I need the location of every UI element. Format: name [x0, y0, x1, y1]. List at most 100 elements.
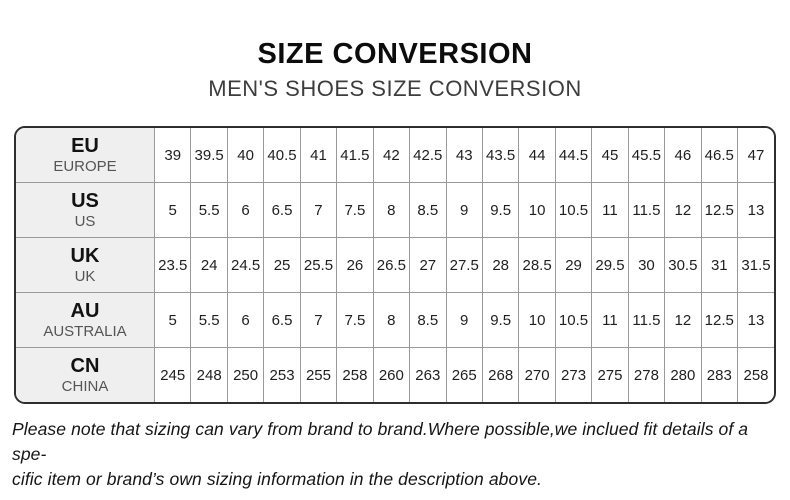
region-name: US — [74, 212, 96, 230]
size-value-cell: 278 — [627, 347, 666, 402]
table-row: US US 5 5.5 6 6.5 7 7.5 8 8.5 9 9.5 10 10.5 11 11.5 12 12… — [16, 182, 774, 238]
size-value-cell: 30.5 — [664, 237, 702, 293]
size-value-cell: 10.5 — [554, 182, 593, 238]
size-value-cell: 265 — [445, 347, 483, 402]
size-value-cell: 7.5 — [336, 292, 374, 348]
size-value-cell: 7 — [299, 292, 338, 348]
size-value-cell: 6 — [226, 182, 265, 238]
size-value-cell: 11.5 — [627, 182, 666, 238]
size-value-cell: 28.5 — [518, 237, 556, 293]
size-value-cell: 46 — [664, 128, 702, 183]
table-row: EU EUROPE 39 39.5 40 40.5 41 41.5 42 42.5 43 43.5 44… — [16, 128, 774, 183]
table-row: CN CHINA 245 248 250 253 255 258 260 263 265 268 270… — [16, 347, 774, 402]
size-value-cell: 7.5 — [336, 182, 374, 238]
size-value-cell: 9 — [445, 292, 483, 348]
size-value-cell: 258 — [336, 347, 374, 402]
size-value-cell: 248 — [190, 347, 228, 402]
size-value-cell: 42 — [372, 128, 411, 183]
size-value-cell: 39 — [153, 128, 192, 183]
size-value-cell: 10.5 — [554, 292, 593, 348]
region-name: CHINA — [61, 377, 109, 395]
region-name: EUROPE — [53, 157, 117, 175]
size-value-cell: 6 — [226, 292, 265, 348]
size-value-cell: 39.5 — [190, 128, 228, 183]
size-value-cell: 12 — [664, 182, 702, 238]
size-value-cell: 12 — [664, 292, 702, 348]
size-value-cell: 11.5 — [627, 292, 666, 348]
size-value-cell: 45 — [591, 128, 629, 183]
size-value-cell: 275 — [591, 347, 629, 402]
size-value-cell: 26.5 — [372, 237, 411, 293]
table-row: AU AUSTRALIA 5 5.5 6 6.5 7 7.5 8 8.5 9 9.5 10 10.5 11 1… — [16, 292, 774, 348]
table-row: UK UK 23.5 24 24.5 25 25.5 26 26.5 27 27.5 28 28.5 29… — [16, 237, 774, 293]
size-value-cell: 9.5 — [481, 292, 520, 348]
size-value-cell: 8 — [372, 182, 411, 238]
size-value-cell: 23.5 — [153, 237, 192, 293]
size-value-cell: 40.5 — [263, 128, 301, 183]
size-value-cell: 280 — [664, 347, 702, 402]
size-value-cell: 13 — [737, 292, 774, 348]
size-value-cell: 46.5 — [700, 128, 739, 183]
size-value-cell: 12.5 — [700, 182, 739, 238]
size-value-cell: 9.5 — [481, 182, 520, 238]
region-code: CN — [70, 354, 100, 377]
size-value-cell: 6.5 — [263, 182, 301, 238]
size-value-cell: 29.5 — [591, 237, 629, 293]
size-value-cell: 260 — [372, 347, 411, 402]
size-value-cell: 26 — [336, 237, 374, 293]
region-code: EU — [71, 134, 99, 157]
size-value-cell: 40 — [226, 128, 265, 183]
size-value-cell: 5 — [153, 182, 192, 238]
row-header-cell: EU EUROPE — [16, 128, 155, 183]
size-value-cell: 6.5 — [263, 292, 301, 348]
footer-note-line1: Please note that sizing can vary from br… — [12, 419, 749, 464]
footer-note: Please note that sizing can vary from br… — [12, 417, 776, 492]
row-header-cell: CN CHINA — [16, 347, 155, 402]
size-value-cell: 24 — [190, 237, 228, 293]
size-value-cell: 41.5 — [336, 128, 374, 183]
size-value-cell: 255 — [299, 347, 338, 402]
size-value-cell: 268 — [481, 347, 520, 402]
size-value-cell: 5 — [153, 292, 192, 348]
size-value-cell: 11 — [591, 182, 629, 238]
size-value-cell: 273 — [554, 347, 593, 402]
size-value-cell: 42.5 — [409, 128, 447, 183]
size-value-cell: 43.5 — [481, 128, 520, 183]
size-value-cell: 283 — [700, 347, 739, 402]
size-value-cell: 41 — [299, 128, 338, 183]
row-header-cell: UK UK — [16, 237, 155, 293]
size-value-cell: 13 — [737, 182, 774, 238]
size-value-cell: 258 — [737, 347, 774, 402]
size-value-cell: 30 — [627, 237, 666, 293]
size-value-cell: 43 — [445, 128, 483, 183]
size-value-cell: 8.5 — [409, 182, 447, 238]
size-value-cell: 45.5 — [627, 128, 666, 183]
size-value-cell: 12.5 — [700, 292, 739, 348]
size-value-cell: 47 — [737, 128, 774, 183]
size-value-cell: 11 — [591, 292, 629, 348]
size-value-cell: 5.5 — [190, 182, 228, 238]
size-value-cell: 5.5 — [190, 292, 228, 348]
size-value-cell: 7 — [299, 182, 338, 238]
page-title: SIZE CONVERSION — [257, 38, 533, 70]
size-value-cell: 25.5 — [299, 237, 338, 293]
size-value-cell: 8.5 — [409, 292, 447, 348]
region-code: AU — [70, 299, 100, 322]
region-code: UK — [70, 244, 100, 267]
region-name: UK — [74, 267, 96, 285]
size-conversion-table-wrapper: EU EUROPE 39 39.5 40 40.5 41 41.5 42 42.5 43 43.5 44… — [14, 126, 776, 404]
size-value-cell: 28 — [481, 237, 520, 293]
footer-note-line2: cific item or brand’s own sizing informa… — [12, 468, 542, 489]
region-name: AUSTRALIA — [43, 322, 127, 340]
size-value-cell: 253 — [263, 347, 301, 402]
size-value-cell: 8 — [372, 292, 411, 348]
size-value-cell: 263 — [409, 347, 447, 402]
size-value-cell: 245 — [153, 347, 192, 402]
size-value-cell: 25 — [263, 237, 301, 293]
size-conversion-table: EU EUROPE 39 39.5 40 40.5 41 41.5 42 42.5 43 43.5 44… — [16, 128, 774, 402]
size-value-cell: 31.5 — [737, 237, 774, 293]
size-value-cell: 10 — [518, 292, 556, 348]
row-header-cell: AU AUSTRALIA — [16, 292, 155, 348]
size-value-cell: 44 — [518, 128, 556, 183]
size-value-cell: 44.5 — [554, 128, 593, 183]
